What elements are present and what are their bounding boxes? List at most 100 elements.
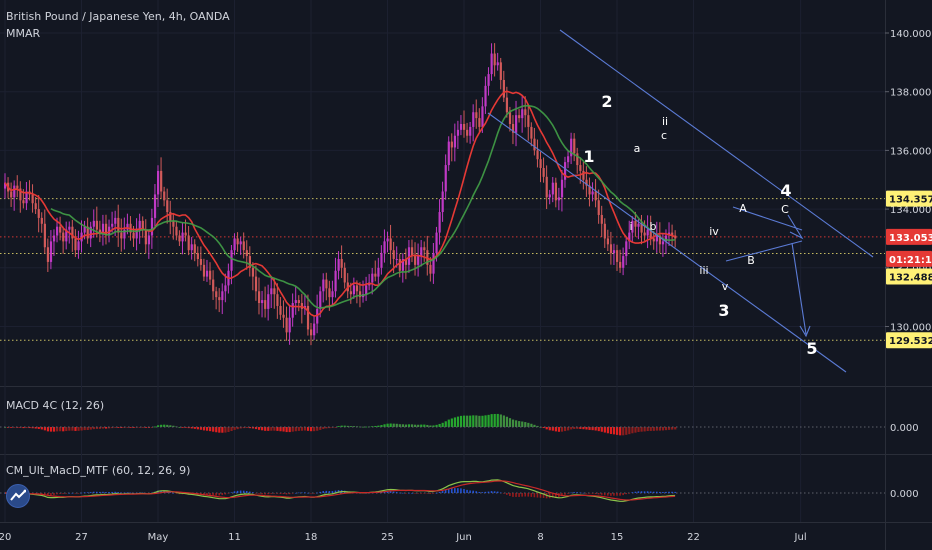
cm-histogram-bar [530, 493, 533, 497]
candle-body [202, 264, 206, 277]
cm-histogram-bar [640, 491, 643, 493]
candle-body [337, 258, 340, 271]
macd4c-bar [111, 427, 114, 429]
candle [310, 322, 313, 346]
candle [545, 165, 548, 210]
cm-histogram-bar [649, 491, 652, 493]
candle-body [521, 109, 524, 119]
candle-body [585, 179, 588, 186]
cm-histogram-bar [539, 493, 542, 498]
macd4c-bar [254, 427, 258, 430]
candle-body [49, 241, 53, 262]
macd4c-bar [521, 421, 524, 427]
macd4c-bar [37, 427, 40, 429]
candle [291, 293, 294, 327]
candle-body [557, 197, 561, 201]
candle [270, 275, 273, 309]
price-axis-label: 138.000 [890, 88, 931, 99]
price-label-level: 134.357 [889, 195, 932, 206]
candle-body [533, 138, 536, 151]
candle-body [649, 229, 652, 239]
candle [120, 218, 123, 252]
macd4c-bar [551, 427, 554, 431]
macd4c-bar [178, 426, 181, 428]
candle-body [52, 235, 56, 242]
candle [285, 306, 288, 341]
macd4c-bar [346, 425, 349, 427]
candle-body [536, 150, 539, 160]
macd4c-bar [469, 415, 472, 427]
cm-histogram-bar [634, 491, 637, 493]
candle-body [616, 250, 619, 262]
candle [441, 181, 444, 222]
macd4c-bar [10, 427, 13, 428]
macd4c-bar [43, 427, 46, 431]
candle [331, 280, 334, 306]
candle [199, 246, 203, 271]
time-axis-label: 8 [537, 532, 543, 543]
price-axis-label: 136.000 [890, 146, 931, 157]
macd4c-bar [490, 414, 493, 427]
subwave-label-c: c [661, 129, 667, 142]
candle [144, 219, 147, 254]
cm-histogram-bar [652, 491, 655, 493]
chart-title: British Pound / Japanese Yen, 4h, OANDA [6, 10, 230, 23]
candle-body [658, 235, 662, 245]
candle [674, 230, 677, 248]
candle-body [652, 238, 655, 242]
macd4c-bar [288, 427, 291, 433]
candle-body [89, 226, 92, 239]
candle [453, 123, 457, 162]
candle-body [410, 247, 414, 257]
candle-body [625, 241, 628, 257]
candle [233, 233, 236, 256]
candle [25, 181, 28, 211]
candle [551, 177, 554, 203]
candle-body [355, 285, 359, 292]
macd4c-bar [120, 427, 123, 429]
macd4c-bar [56, 427, 59, 432]
macd4c-bar [273, 427, 276, 431]
price-axis-label: 140.000 [890, 29, 931, 40]
cm-histogram-bar [637, 491, 640, 493]
subwave-label-A: A [739, 202, 747, 215]
candle-body [40, 217, 43, 224]
candle-body [282, 314, 285, 318]
cm-histogram-bar [668, 491, 670, 493]
cm-histogram-bar [432, 493, 435, 494]
candle-body [619, 261, 622, 268]
moving-average-red [4, 90, 676, 317]
cm-histogram-bar [386, 490, 389, 493]
cm-histogram-bar [607, 493, 609, 496]
macd4c-bar [441, 422, 444, 427]
candle [306, 294, 310, 336]
macd4c-bar [625, 427, 628, 435]
cm-histogram-bar [509, 493, 511, 496]
candle-body [524, 109, 527, 116]
candle-body [279, 305, 282, 315]
macd4c-bar [395, 423, 398, 427]
candle [533, 127, 536, 156]
candle-body [16, 185, 19, 189]
macd4c-bar [95, 427, 98, 429]
macd4c-bar [389, 423, 392, 427]
macd4c-bar [313, 427, 316, 432]
macd4c-bar [209, 427, 212, 432]
cm-histogram-bar [83, 492, 86, 493]
candle-body [236, 238, 239, 245]
macd4c-bar [487, 414, 490, 427]
candle-body [178, 235, 181, 242]
candle [490, 43, 493, 81]
price-label-level: 132.488 [889, 272, 932, 283]
cm-histogram-bar [135, 492, 138, 494]
candle-body [444, 165, 447, 192]
candle-body [4, 182, 7, 189]
cm-histogram-bar [365, 492, 367, 494]
candle [212, 270, 215, 300]
candle-body [135, 229, 138, 239]
cm-histogram-bar [643, 491, 646, 493]
macd4c-bar [466, 415, 469, 427]
tradingview-logo-icon[interactable] [6, 484, 30, 508]
channel-upper-line [559, 29, 874, 258]
